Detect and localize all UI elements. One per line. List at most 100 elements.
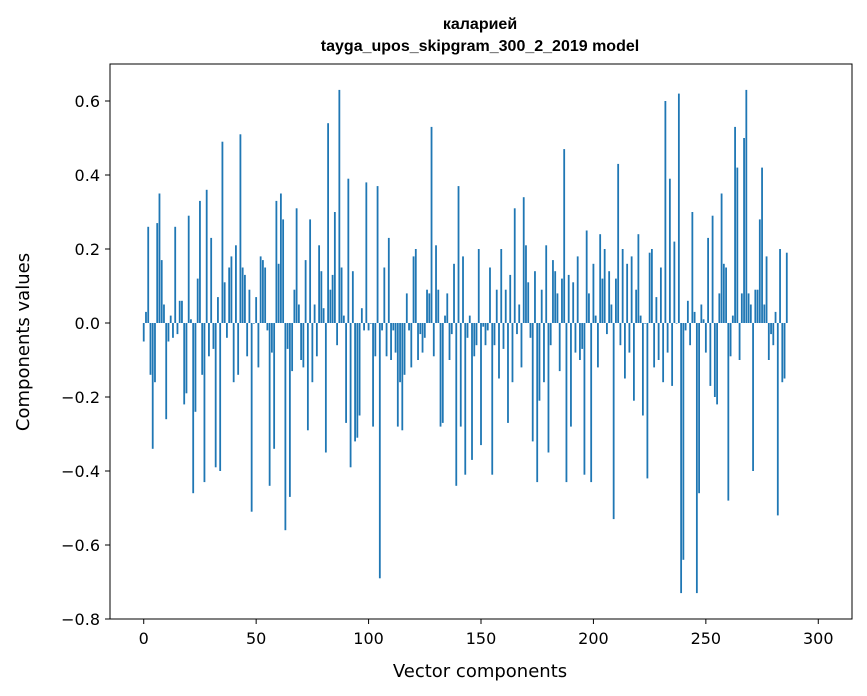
bar — [549, 323, 552, 346]
bar — [563, 149, 566, 323]
bar — [154, 323, 156, 383]
bar — [151, 323, 154, 449]
x-tick-label: 300 — [803, 629, 834, 648]
bar — [736, 167, 739, 323]
bar — [610, 304, 613, 323]
bar — [756, 289, 759, 323]
bar — [554, 271, 557, 323]
bar — [194, 323, 197, 412]
bar — [504, 289, 507, 323]
x-tick-label: 100 — [353, 629, 384, 648]
bar — [435, 245, 437, 323]
bar — [583, 323, 586, 475]
bar — [581, 323, 584, 349]
y-tick-label: −0.2 — [61, 388, 100, 407]
bar — [336, 323, 338, 346]
bar — [525, 245, 527, 323]
bar — [347, 178, 350, 323]
bar — [779, 249, 781, 323]
bar — [369, 323, 372, 324]
x-tick-label: 150 — [466, 629, 497, 648]
bar — [612, 323, 615, 520]
bar — [502, 323, 505, 349]
bar — [635, 289, 638, 323]
bar — [315, 323, 318, 357]
bar — [552, 260, 554, 323]
bar — [700, 304, 703, 323]
bar — [576, 256, 579, 323]
bar — [293, 289, 296, 323]
bar — [462, 256, 464, 323]
x-tick-label: 0 — [139, 629, 149, 648]
bar — [522, 197, 525, 323]
bar — [781, 323, 784, 383]
bar — [556, 293, 559, 323]
bar — [176, 323, 179, 335]
bar — [677, 93, 680, 323]
bar — [345, 323, 347, 423]
bar — [322, 308, 325, 323]
bar — [464, 323, 467, 475]
bar — [754, 289, 757, 323]
bar — [572, 282, 575, 323]
bar — [277, 263, 280, 323]
bar — [291, 323, 294, 372]
bar — [704, 323, 707, 353]
bar — [181, 300, 183, 323]
bar — [749, 304, 752, 323]
bar — [507, 323, 509, 423]
bar — [538, 323, 541, 401]
x-axis-label: Vector components — [393, 661, 567, 682]
bar — [273, 323, 276, 449]
bar — [311, 323, 314, 383]
bar — [547, 323, 550, 453]
bar — [468, 315, 471, 323]
bar — [783, 323, 786, 379]
bar — [713, 323, 716, 397]
bar — [682, 323, 685, 560]
bar — [221, 141, 224, 323]
bar — [275, 200, 278, 323]
bar — [142, 323, 145, 342]
bar — [399, 323, 401, 383]
bar — [646, 323, 649, 479]
bar — [226, 323, 228, 338]
bar — [765, 256, 768, 323]
bar — [662, 323, 665, 383]
bar — [707, 237, 709, 323]
bar — [664, 101, 667, 323]
x-tick-label: 250 — [691, 629, 722, 648]
bar — [718, 293, 721, 323]
bar — [630, 256, 633, 323]
bar — [403, 323, 406, 375]
bar — [531, 323, 534, 442]
bar — [212, 323, 215, 349]
bar — [385, 323, 388, 357]
bar — [190, 319, 192, 323]
bar — [201, 323, 204, 375]
bar — [378, 323, 381, 579]
bar — [597, 323, 599, 368]
bar — [686, 300, 689, 323]
bar — [412, 256, 415, 323]
bar — [689, 323, 692, 346]
bar — [259, 256, 262, 323]
bar — [648, 252, 651, 323]
y-tick-label: −0.6 — [61, 536, 100, 555]
bar — [484, 323, 487, 346]
bar — [318, 245, 321, 323]
bar — [417, 323, 419, 360]
y-tick-label: 0.0 — [75, 314, 100, 333]
bar — [327, 123, 329, 323]
bar — [279, 193, 282, 323]
y-axis-ticks: −0.8 −0.6 −0.4 −0.2 0.0 0.2 0.4 0.6 — [61, 92, 110, 629]
bar — [529, 323, 532, 338]
bar — [302, 323, 305, 368]
bar — [731, 315, 734, 323]
bar — [367, 323, 370, 331]
bar — [401, 323, 404, 431]
bar — [282, 219, 285, 323]
bar — [266, 323, 269, 331]
bar — [444, 315, 446, 323]
bar — [698, 323, 700, 494]
